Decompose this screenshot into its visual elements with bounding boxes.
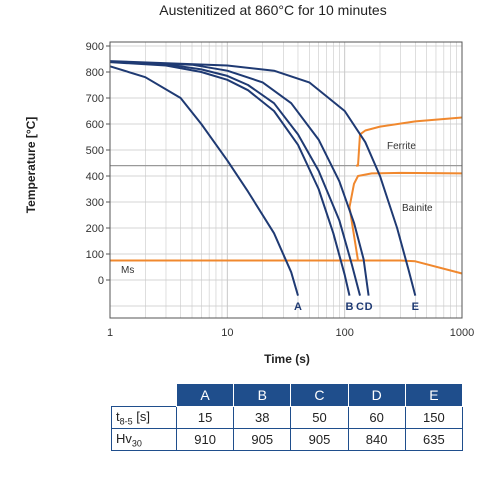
ferrite-label: Ferrite xyxy=(387,141,416,152)
hardness-table: A B C D E t8-5 [s] 15 38 50 60 150 Hv30 … xyxy=(111,383,464,451)
y-tick-label: 0 xyxy=(98,275,104,287)
cooling-curves xyxy=(109,60,417,296)
table-header-cell: A xyxy=(175,383,235,407)
table-cell: 15 xyxy=(176,406,235,429)
plot-border xyxy=(109,41,463,319)
table-cell: 38 xyxy=(233,406,292,429)
y-tick-label: 100 xyxy=(86,249,104,261)
y-axis-label: Temperature [°C] xyxy=(24,117,38,214)
plot-frame xyxy=(109,41,463,319)
table-cell: 60 xyxy=(348,406,406,429)
table-cell: 905 xyxy=(233,428,292,451)
y-tick-label: 800 xyxy=(86,67,104,79)
y-tick-label: 900 xyxy=(86,41,104,53)
row-label-t85: t8-5 [s] xyxy=(111,406,177,429)
bainite-label: Bainite xyxy=(402,203,433,214)
cooling-curve-e xyxy=(109,60,417,296)
x-tick-label: 1 xyxy=(107,327,113,339)
curve-letter-c: C xyxy=(356,301,364,313)
chart-title: Austenitized at 860°C for 10 minutes xyxy=(159,2,386,18)
cooling-curve-c xyxy=(109,60,361,296)
table-header-cell: E xyxy=(404,383,464,407)
table-header-cell: C xyxy=(290,383,349,407)
table-cell: 910 xyxy=(176,428,235,451)
transformation-line-ms xyxy=(110,259,463,275)
y-tick-labels: 900 800 700 600 500 400 300 200 100 0 xyxy=(86,41,110,287)
cooling-curve-b xyxy=(109,61,351,296)
curve-letter-d: D xyxy=(365,301,373,313)
x-tick-label: 100 xyxy=(335,327,353,339)
table-row: Hv30 910 905 905 840 635 xyxy=(111,428,464,451)
x-tick-label: 1000 xyxy=(450,327,474,339)
y-tick-label: 300 xyxy=(86,197,104,209)
y-tick-label: 500 xyxy=(86,145,104,157)
y-tick-label: 700 xyxy=(86,93,104,105)
table-cell: 150 xyxy=(405,406,464,429)
table-header-row: A B C D E xyxy=(111,383,464,407)
table-cell: 635 xyxy=(405,428,464,451)
cooling-curve-d xyxy=(109,60,370,296)
curve-letter-e: E xyxy=(412,301,419,313)
table-cell: 840 xyxy=(348,428,406,451)
transformation-line-ferrite xyxy=(356,116,463,167)
y-tick-label: 200 xyxy=(86,223,104,235)
table-cell: 50 xyxy=(290,406,349,429)
y-tick-label: 400 xyxy=(86,171,104,183)
y-tick-label: 600 xyxy=(86,119,104,131)
grid xyxy=(109,42,462,318)
table-corner xyxy=(111,383,177,407)
curve-letter-b: B xyxy=(346,301,354,313)
cooling-curve-a xyxy=(109,65,299,296)
table-row: t8-5 [s] 15 38 50 60 150 xyxy=(111,406,464,429)
row-label-hv30: Hv30 xyxy=(111,428,177,451)
curve-letter-a: A xyxy=(294,301,302,313)
table-header-cell: D xyxy=(347,383,406,407)
x-tick-labels: 1 10 100 1000 xyxy=(107,327,474,339)
x-axis-label: Time (s) xyxy=(264,352,310,366)
table-cell: 905 xyxy=(290,428,349,451)
x-tick-label: 10 xyxy=(221,327,233,339)
ms-label: Ms xyxy=(121,265,134,276)
transformation-line-bainite xyxy=(348,171,463,261)
table-header-cell: B xyxy=(233,383,292,407)
